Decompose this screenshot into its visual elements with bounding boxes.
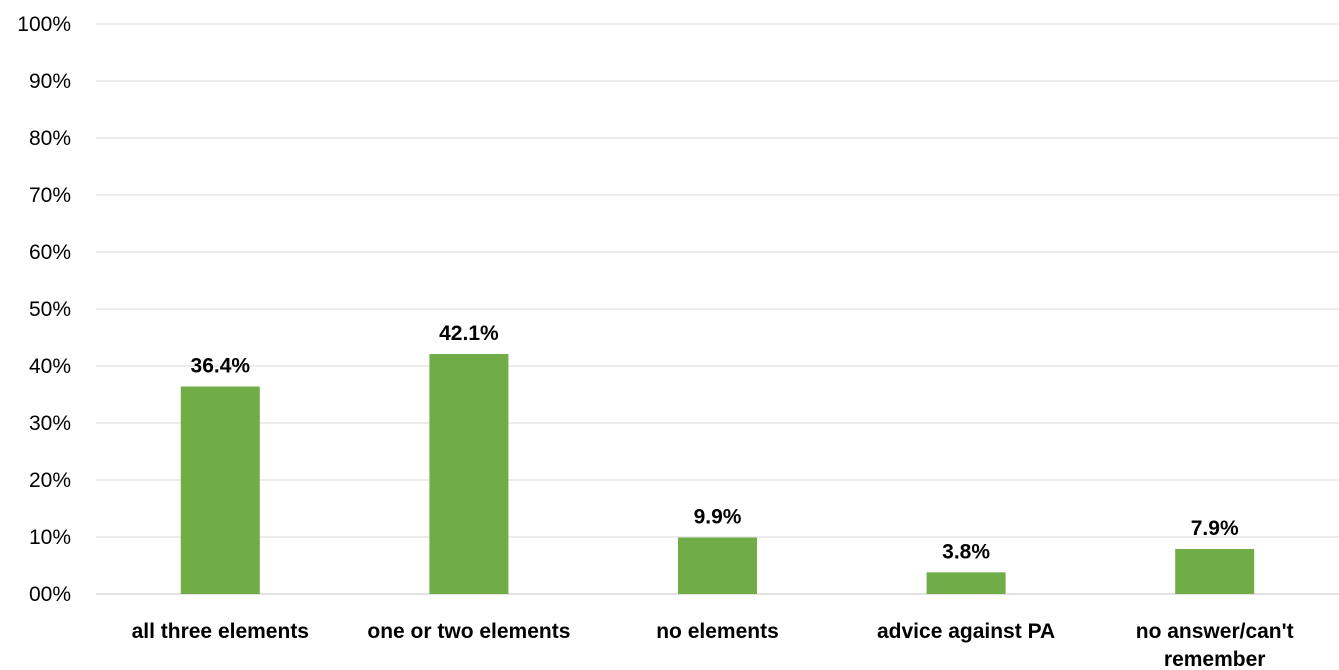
y-axis-tick-labels: 00% 10% 20% 30% 40% 50% 60% 70% 80% 90% 100% [17,13,71,606]
data-label: 36.4% [191,355,251,378]
gridlines [96,23,1339,595]
y-tick-label: 100% [17,13,71,36]
y-tick-label: 40% [29,355,71,378]
bar [180,386,260,594]
x-tick-label: no elements [656,620,779,643]
x-tick-label: one or two elements [367,620,570,643]
data-label: 3.8% [942,540,990,563]
y-tick-label: 80% [29,127,71,150]
x-tick-label: all three elements [132,620,309,643]
bar [926,572,1006,594]
y-tick-label: 00% [29,583,71,606]
x-axis-category-labels: all three elements one or two elements no … [132,620,1294,670]
y-tick-label: 70% [29,184,71,207]
x-tick-label: no answer/can't remember [1136,620,1294,670]
bars [180,354,1255,594]
y-tick-label: 30% [29,412,71,435]
bar [678,537,757,594]
y-tick-label: 10% [29,526,71,549]
data-labels: 36.4% 42.1% 9.9% 3.8% 7.9% [191,322,1239,563]
data-label: 42.1% [439,322,499,345]
x-tick-label: advice against PA [877,620,1055,643]
y-tick-label: 20% [29,469,71,492]
data-label: 9.9% [694,506,742,529]
y-tick-label: 50% [29,298,71,321]
bar [1175,548,1255,594]
y-tick-label: 90% [29,70,71,93]
y-tick-label: 60% [29,241,71,264]
data-label: 7.9% [1191,517,1239,540]
bar [429,354,509,594]
